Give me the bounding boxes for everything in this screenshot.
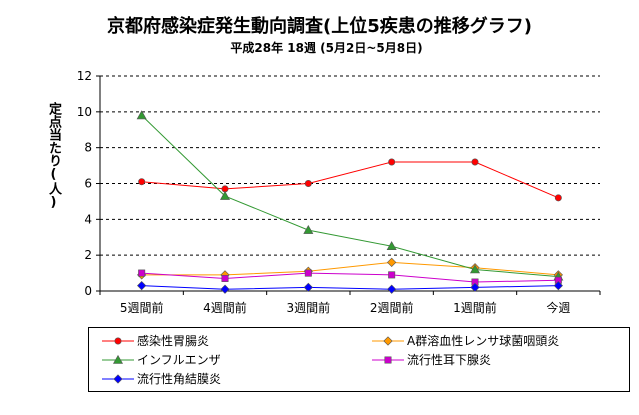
data-point <box>388 158 396 166</box>
y-tick-label: 12 <box>77 69 92 83</box>
data-point <box>304 269 312 277</box>
data-point <box>554 194 562 202</box>
data-point <box>387 257 397 267</box>
data-point <box>303 282 313 293</box>
legend-item: 流行性角結膜炎 <box>101 371 221 387</box>
data-point <box>387 284 397 294</box>
x-tick-label: 3週間前 <box>287 300 331 315</box>
legend-label: 感染性胃腸炎 <box>137 334 210 348</box>
y-tick-labels: 0 2 4 6 8 10 12 <box>77 69 92 298</box>
x-tick-labels: 5週間前 4週間前 3週間前 2週間前 1週間前 今週 <box>120 300 570 315</box>
series-3 <box>138 269 562 286</box>
data-point <box>388 271 396 279</box>
x-tick-label: 1週間前 <box>453 300 497 315</box>
legend-label: 流行性角結膜炎 <box>137 372 222 386</box>
data-point <box>303 224 314 234</box>
y-tick-label: 6 <box>84 177 92 191</box>
x-tick-label: 5週間前 <box>120 300 164 315</box>
series-line <box>141 161 559 199</box>
data-point <box>471 158 479 166</box>
data-point <box>138 269 146 277</box>
legend-item: インフルエンザ <box>101 352 221 368</box>
y-tick-label: 2 <box>84 248 92 262</box>
y-tick-label: 0 <box>84 284 92 298</box>
data-point <box>386 241 397 251</box>
data-point <box>136 110 147 120</box>
series-1 <box>137 257 563 280</box>
data-point <box>138 178 146 186</box>
legend-swatch-4 <box>102 374 134 384</box>
legend: 感染性胃腸炎 A群溶血性レンサ球菌咽頭炎 インフルエンザ 流行性耳下腺炎 流行性… <box>88 327 630 392</box>
series-layer <box>136 110 564 294</box>
data-point <box>137 281 147 291</box>
series-line <box>141 285 559 290</box>
legend-swatch-marker <box>113 374 123 384</box>
x-tick-label: 4週間前 <box>203 300 247 315</box>
series-4 <box>137 281 563 294</box>
legend-swatch-3 <box>372 356 404 364</box>
data-point <box>553 281 563 291</box>
y-axis-label: 定点当たり(人) <box>46 102 61 210</box>
legend-swatch-marker <box>114 337 122 345</box>
legend-swatch-marker <box>383 336 393 346</box>
y-tick-label: 4 <box>84 212 92 226</box>
chart-subtitle: 平成28年 18週 (5月2日~5月8日) <box>230 41 423 55</box>
data-point <box>470 282 480 293</box>
y-tick-label: 8 <box>84 141 92 155</box>
legend-label: 流行性耳下腺炎 <box>407 353 492 367</box>
data-point <box>469 264 481 274</box>
legend-swatch-1 <box>372 336 404 346</box>
legend-label: A群溶血性レンサ球菌咽頭炎 <box>407 334 560 348</box>
data-point <box>221 274 229 282</box>
legend-item: 流行性耳下腺炎 <box>371 352 491 368</box>
legend-item: 感染性胃腸炎 <box>101 333 209 349</box>
series-line <box>141 272 559 283</box>
data-point <box>219 190 231 200</box>
legend-swatch-2 <box>102 354 134 364</box>
x-tick-label: 今週 <box>546 300 570 315</box>
x-tick-label: 2週間前 <box>370 300 414 315</box>
gridlines <box>100 75 600 256</box>
series-line <box>141 115 559 278</box>
legend-label: インフルエンザ <box>137 353 221 367</box>
legend-swatch-marker <box>112 354 124 364</box>
series-line <box>141 261 559 276</box>
data-point <box>304 180 312 188</box>
series-0 <box>138 158 562 202</box>
legend-swatch-marker <box>384 356 392 364</box>
legend-item: A群溶血性レンサ球菌咽頭炎 <box>371 333 559 349</box>
legend-swatch-0 <box>102 337 134 345</box>
data-point <box>220 284 230 294</box>
y-tick-label: 10 <box>77 105 92 119</box>
axes <box>96 75 601 295</box>
chart-title: 京都府感染症発生動向調査(上位5疾患の推移グラフ) <box>107 16 532 37</box>
